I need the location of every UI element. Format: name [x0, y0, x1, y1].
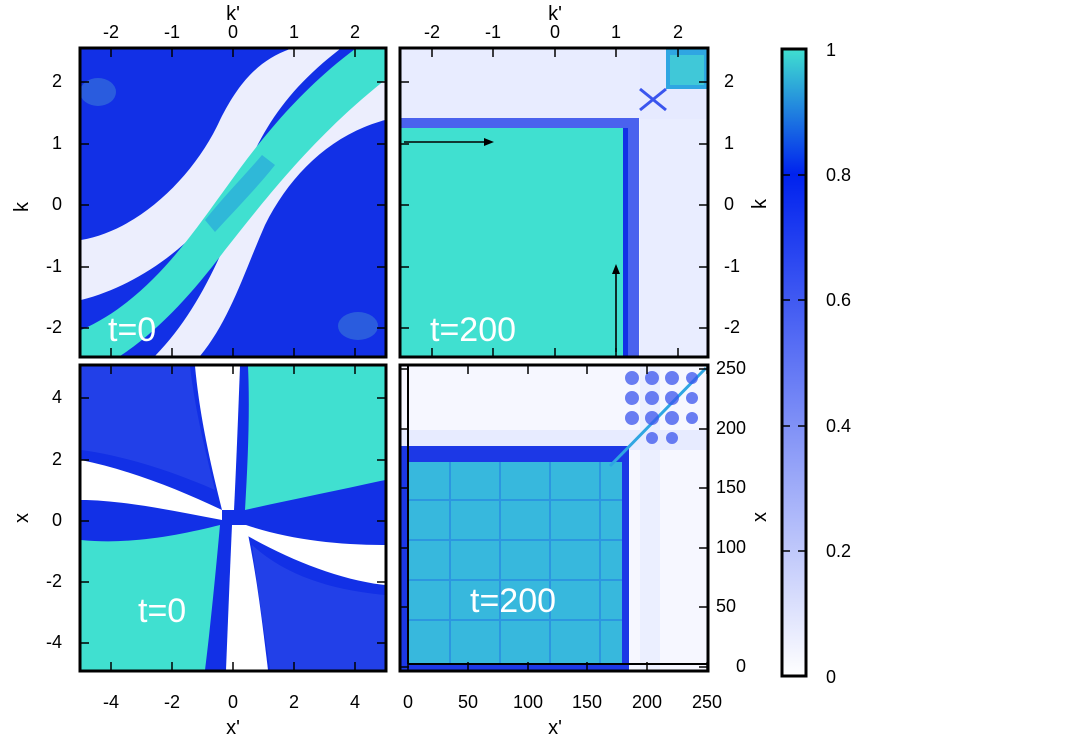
- x-axis-label-top-left: k': [226, 3, 240, 25]
- x-tick-label: 1: [611, 22, 621, 42]
- x-tick-label: 4: [350, 692, 360, 712]
- x-tick-label: -4: [103, 692, 119, 712]
- x-tick-label: -1: [485, 22, 501, 42]
- colorbar-tick-label: 0.8: [826, 165, 851, 185]
- x-tick-label: 100: [513, 692, 543, 712]
- colorbar-gradient: [782, 49, 806, 676]
- plot-frame-bottom-right: [398, 363, 710, 673]
- tick-marks-bottom-right: [401, 366, 708, 670]
- y-tick-label: -2: [46, 571, 62, 591]
- plot-frame-top-left: [78, 46, 388, 359]
- colorbar-tick-label: 0.2: [826, 541, 851, 561]
- x-tick-label: 250: [692, 692, 722, 712]
- x-axis-label-bottom-right: x': [548, 717, 562, 739]
- y-tick-label: 200: [716, 418, 746, 438]
- x-tick-label: 50: [458, 692, 478, 712]
- x-tick-label: -2: [103, 22, 119, 42]
- colorbar-tick-label: 0.6: [826, 290, 851, 310]
- y-tick-label: 1: [724, 133, 734, 153]
- x-tick-label: -2: [164, 692, 180, 712]
- x-tick-label: 200: [632, 692, 662, 712]
- panel-top-right: t=200 -2 -1 0 1 2 k' 2 1 0 -1 -2 k: [398, 3, 771, 359]
- y-tick-label: -1: [46, 256, 62, 276]
- colorbar-tick-label: 0.4: [826, 416, 851, 436]
- x-tick-label: -1: [164, 22, 180, 42]
- heatmap-top-right: t=200: [401, 49, 707, 356]
- panel-bottom-right: t=200 0 50 100 150 200 250 x' 250 200 15…: [398, 358, 771, 739]
- y-tick-label: 50: [716, 596, 736, 616]
- panel-bottom-left: t=0 -4 -2 0 2 4 x' 4 2 0 -2 -4 x: [11, 363, 388, 739]
- time-label-bottom-left: t=0: [138, 592, 186, 630]
- y-tick-label: 0: [52, 510, 62, 530]
- y-tick-label: -4: [46, 632, 62, 652]
- colorbar: 1 0.8 0.6 0.4 0.2 0: [780, 40, 851, 687]
- y-tick-label: 2: [52, 449, 62, 469]
- y-tick-label: 2: [724, 71, 734, 91]
- y-axis-label-top-left: k: [11, 201, 33, 212]
- y-tick-label: 150: [716, 477, 746, 497]
- y-tick-label: 250: [716, 358, 746, 378]
- x-tick-label: 0: [228, 22, 238, 42]
- y-tick-label: -2: [724, 317, 740, 337]
- colorbar-frame: [780, 47, 808, 678]
- plot-frame-top-right: [398, 46, 710, 359]
- y-tick-label: 1: [52, 133, 62, 153]
- y-axis-label-bottom-left: x: [11, 513, 33, 523]
- tick-marks-top-right: [401, 49, 707, 356]
- colorbar-tick-marks: [782, 48, 806, 677]
- time-label-bottom-right: t=200: [470, 582, 556, 620]
- y-tick-label: 100: [716, 537, 746, 557]
- x-tick-label: 2: [289, 692, 299, 712]
- time-label-top-right: t=200: [430, 311, 516, 349]
- tick-marks-bottom-left: [81, 366, 385, 670]
- x-tick-label: 1: [289, 22, 299, 42]
- x-tick-label: 0: [228, 692, 238, 712]
- x-tick-label: 150: [572, 692, 602, 712]
- y-tick-label: -1: [724, 256, 740, 276]
- y-tick-label: 4: [52, 387, 62, 407]
- heatmap-bottom-left: t=0: [81, 366, 385, 670]
- y-tick-label: 0: [52, 194, 62, 214]
- x-tick-label: -2: [424, 22, 440, 42]
- time-label-top-left: t=0: [108, 311, 156, 349]
- x-tick-label: 2: [673, 22, 683, 42]
- y-tick-label: 2: [52, 71, 62, 91]
- tick-marks-top-left: [81, 49, 385, 356]
- colorbar-tick-label: 0: [826, 667, 836, 687]
- x-tick-label: 0: [403, 692, 413, 712]
- heatmap-top-left: t=0: [80, 49, 385, 356]
- y-axis-label-bottom-right: x: [749, 512, 771, 522]
- y-tick-label: -2: [46, 317, 62, 337]
- x-axis-label-top-right: k': [548, 3, 562, 25]
- panel-top-left: t=0 -2 -1 0 1 2 k' 2 1 0 -1 -2 k: [11, 3, 388, 359]
- x-tick-label: 2: [350, 22, 360, 42]
- y-axis-label-top-right: k: [749, 198, 771, 209]
- heatmap-bottom-right: t=200: [401, 366, 708, 670]
- x-tick-label: 0: [550, 22, 560, 42]
- y-tick-label: 0: [736, 656, 746, 676]
- y-tick-label: 0: [724, 194, 734, 214]
- plot-frame-bottom-left: [78, 363, 388, 673]
- x-axis-label-bottom-left: x': [226, 717, 240, 739]
- colorbar-tick-label: 1: [826, 40, 836, 60]
